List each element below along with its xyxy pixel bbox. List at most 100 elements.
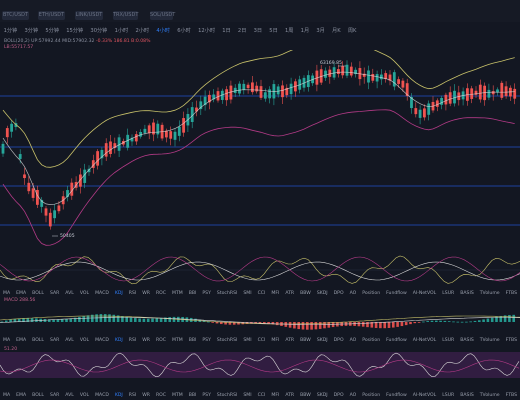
indicator-tab-roc[interactable]: ROC (155, 291, 166, 296)
indicator-tab-cci[interactable]: CCI (257, 338, 266, 343)
indicator-tab-rsi[interactable]: RSI (128, 338, 137, 343)
indicator-tab-kdj[interactable]: KDJ (114, 338, 123, 343)
timeframe-12[interactable]: 3日 (253, 27, 263, 34)
indicator-tab-stochrsi[interactable]: StochRSI (216, 393, 238, 398)
indicator-tab-ema[interactable]: EMA (16, 338, 27, 343)
indicator-tab-atr[interactable]: ATR (285, 291, 295, 296)
indicator-tab-skdj[interactable]: SKDJ (316, 338, 328, 343)
indicator-tab-vol[interactable]: VOL (79, 393, 90, 398)
timeframe-14[interactable]: 1周 (284, 27, 294, 34)
indicator-tab-position[interactable]: Position (362, 393, 381, 398)
indicator-tab-fundflow[interactable]: Fundflow (386, 338, 407, 343)
indicator-tab-wr[interactable]: WR (142, 338, 150, 343)
timeframe-15[interactable]: 1月 (300, 27, 310, 34)
indicator-tab-bbw[interactable]: BBW (300, 338, 311, 343)
indicator-tab-ftbs[interactable]: FTBS (505, 291, 517, 296)
indicator-tab-basis[interactable]: BASIS (460, 338, 474, 343)
indicator-tab-smi[interactable]: SMI (243, 338, 252, 343)
indicator-tab-stochrsi[interactable]: StochRSI (216, 291, 238, 296)
price-chart[interactable] (0, 50, 520, 400)
ticker-chip[interactable]: ETH/USDT (38, 11, 65, 20)
indicator-tab-avl[interactable]: AVL (65, 338, 74, 343)
indicator-tab-smi[interactable]: SMI (243, 291, 252, 296)
indicator-tab-ao[interactable]: AO (349, 393, 357, 398)
indicator-tab-boll[interactable]: BOLL (32, 291, 44, 296)
indicator-tab-psy[interactable]: PSY (202, 291, 211, 296)
indicator-tab-mfi[interactable]: MFI (271, 338, 280, 343)
timeframe-17[interactable]: 月K (332, 27, 341, 34)
indicator-tab-macd[interactable]: MACD (95, 338, 109, 343)
indicator-tab-smi[interactable]: SMI (243, 393, 252, 398)
indicator-tab-sar[interactable]: SAR (49, 338, 60, 343)
indicator-tab-bbi[interactable]: BBI (188, 338, 197, 343)
indicator-tab-kdj[interactable]: KDJ (114, 291, 123, 296)
indicator-tab-bbw[interactable]: BBW (300, 291, 311, 296)
indicator-tab-sar[interactable]: SAR (49, 291, 60, 296)
ticker-chip[interactable]: LINK/USDT (75, 11, 103, 20)
indicator-tab-tvolume[interactable]: TVolume (479, 338, 500, 343)
indicator-tab-ema[interactable]: EMA (16, 393, 27, 398)
indicator-tab-cci[interactable]: CCI (257, 291, 266, 296)
timeframe-8[interactable]: 6小时 (177, 27, 191, 34)
indicator-tab-basis[interactable]: BASIS (460, 291, 474, 296)
timeframe-4[interactable]: 30分钟 (90, 27, 108, 34)
indicator-tab-avl[interactable]: AVL (65, 291, 74, 296)
indicator-tab-cci[interactable]: CCI (257, 393, 266, 398)
indicator-tab-mtm[interactable]: MTM (172, 338, 183, 343)
indicator-tab-ma[interactable]: MA (3, 291, 11, 296)
ticker-chip[interactable]: BTC/USDT (2, 11, 29, 20)
indicator-tab-dpo[interactable]: DPO (333, 291, 344, 296)
timeframe-5[interactable]: 1小时 (114, 27, 129, 34)
indicator-tab-lsur[interactable]: LSUR (442, 291, 455, 296)
indicator-tab-bbi[interactable]: BBI (188, 291, 197, 296)
indicator-tab-ma[interactable]: MA (3, 393, 11, 398)
indicator-tab-skdj[interactable]: SKDJ (316, 393, 328, 398)
indicator-tab-macd[interactable]: MACD (95, 291, 109, 296)
indicator-tab-bbi[interactable]: BBI (188, 393, 197, 398)
indicator-tab-mtm[interactable]: MTM (172, 291, 183, 296)
indicator-tab-ai-netvol[interactable]: AI-NetVOL (412, 338, 437, 343)
timeframe-6[interactable]: 2小时 (135, 27, 150, 34)
timeframe-1[interactable]: 3分钟 (24, 27, 39, 34)
indicator-tab-wr[interactable]: WR (142, 291, 150, 296)
indicator-tab-ema[interactable]: EMA (16, 291, 27, 296)
indicator-tab-mtm[interactable]: MTM (172, 393, 183, 398)
indicator-tab-vol[interactable]: VOL (79, 291, 90, 296)
indicator-tab-tvolume[interactable]: TVolume (479, 291, 500, 296)
indicator-tab-roc[interactable]: ROC (155, 393, 166, 398)
indicator-tab-avl[interactable]: AVL (65, 393, 74, 398)
indicator-tab-bbw[interactable]: BBW (300, 393, 311, 398)
indicator-tab-atr[interactable]: ATR (285, 393, 295, 398)
indicator-tab-lsur[interactable]: LSUR (442, 338, 455, 343)
indicator-tab-boll[interactable]: BOLL (32, 393, 44, 398)
ticker-chip[interactable]: TRX/USDT (113, 11, 139, 20)
timeframe-11[interactable]: 2日 (237, 27, 247, 34)
indicator-tab-ma[interactable]: MA (3, 338, 11, 343)
indicator-tab-psy[interactable]: PSY (202, 338, 211, 343)
indicator-tab-ai-netvol[interactable]: AI-NetVOL (412, 393, 437, 398)
timeframe-7[interactable]: 4小时 (156, 27, 170, 34)
indicator-tab-basis[interactable]: BASIS (460, 393, 474, 398)
timeframe-0[interactable]: 1分钟 (3, 27, 18, 34)
indicator-tab-wr[interactable]: WR (142, 393, 150, 398)
indicator-tab-macd[interactable]: MACD (95, 393, 109, 398)
indicator-tab-dpo[interactable]: DPO (333, 338, 344, 343)
timeframe-13[interactable]: 5日 (269, 27, 278, 34)
timeframe-2[interactable]: 5分钟 (45, 27, 60, 34)
indicator-tab-ao[interactable]: AO (349, 338, 357, 343)
indicator-tab-fundflow[interactable]: Fundflow (386, 291, 407, 296)
indicator-tab-mfi[interactable]: MFI (271, 393, 280, 398)
indicator-tab-ao[interactable]: AO (349, 291, 357, 296)
timeframe-10[interactable]: 1日 (222, 27, 231, 34)
indicator-tab-vol[interactable]: VOL (79, 338, 90, 343)
indicator-tab-psy[interactable]: PSY (202, 393, 211, 398)
timeframe-16[interactable]: 3月 (316, 27, 325, 34)
indicator-tab-kdj[interactable]: KDJ (114, 393, 123, 398)
ticker-chip[interactable]: SOL/USDT (150, 11, 176, 20)
timeframe-3[interactable]: 15分钟 (66, 27, 84, 34)
indicator-tab-boll[interactable]: BOLL (32, 338, 44, 343)
indicator-tab-position[interactable]: Position (362, 291, 381, 296)
timeframe-9[interactable]: 12小时 (198, 27, 216, 34)
indicator-tab-position[interactable]: Position (362, 338, 381, 343)
indicator-tab-rsi[interactable]: RSI (128, 291, 137, 296)
